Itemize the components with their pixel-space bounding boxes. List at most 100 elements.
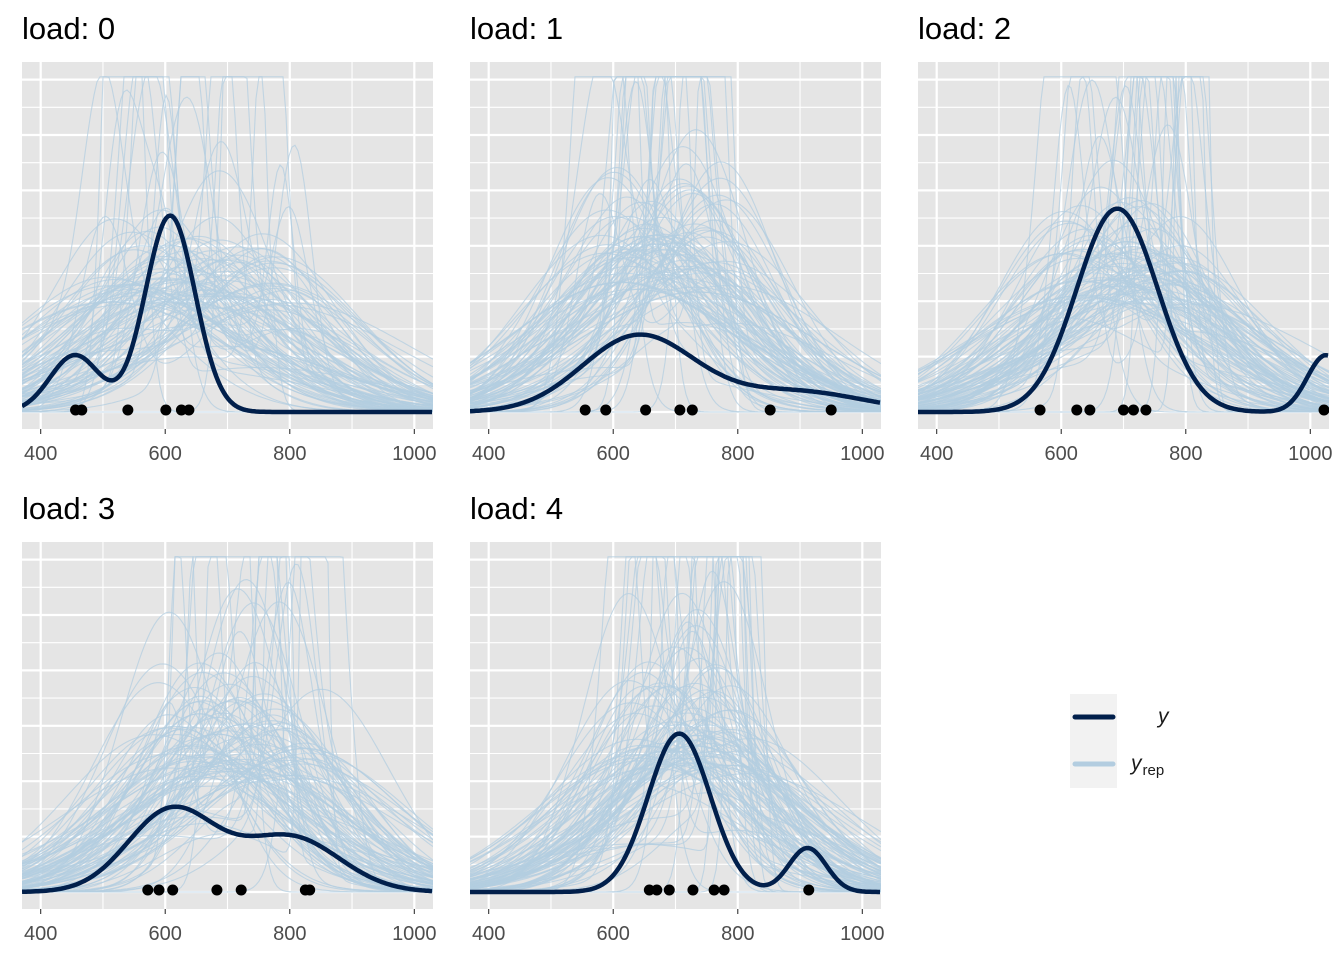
observed-point [708,884,720,896]
observed-point [687,884,699,896]
yrep-density-line [22,734,433,889]
observed-point [803,884,815,896]
yrep-density-line [470,268,881,399]
yrep-density-line [22,293,433,405]
observed-point [825,404,837,416]
x-tick-label: 400 [920,443,953,465]
yrep-density-line [918,225,1329,411]
yrep-density-line [918,251,1329,407]
legend-key-background [1070,694,1117,788]
yrep-density-line [918,252,1329,412]
yrep-density-line [22,164,433,407]
yrep-density-line [470,750,881,889]
x-tick-label: 1000 [1288,443,1333,465]
yrep-density-line [470,261,881,400]
yrep-density-line [22,283,433,403]
facet-title: load: 3 [22,491,115,526]
x-tick-label: 400 [24,923,57,945]
observed-point [1071,404,1083,416]
yrep-density-line [470,257,881,397]
yrep-density-line [22,686,433,893]
observed-point [1034,404,1046,416]
yrep-density-line [22,275,433,402]
yrep-density-line [470,287,881,397]
x-tick-label: 800 [721,923,754,945]
yrep-density-line [918,199,1329,413]
yrep-density-line [470,657,881,892]
yrep-density-line [22,307,433,395]
yrep-density-line [22,701,433,885]
yrep-density-line [470,736,881,888]
observed-point [167,884,179,896]
yrep-density-line [470,265,881,402]
yrep-density-line [470,735,881,878]
yrep-density-line [22,746,433,888]
x-tick-label: 600 [149,923,182,945]
yrep-density-line [22,280,433,412]
y-density-line [22,213,433,415]
yrep-density-line [470,755,881,884]
yrep-density-line [22,246,433,407]
yrep-density-line [470,556,881,892]
observed-point [142,884,154,896]
yrep-density-line [470,556,881,883]
yrep-density-line [918,84,1329,411]
yrep-density-line [470,252,881,411]
observed-point [651,884,663,896]
yrep-density-line [22,76,433,406]
yrep-density-line [22,675,433,893]
yrep-density-line [918,250,1329,402]
yrep-density-line [470,556,881,893]
yrep-density-line [470,234,881,408]
observed-point [600,404,612,416]
yrep-density-line [22,261,433,399]
observed-point [76,404,88,416]
yrep-density-line [470,667,881,892]
yrep-density-line [470,223,881,409]
plot-area [470,76,881,416]
y-density-line [918,206,1329,415]
yrep-density-line [470,556,881,887]
yrep-density-line [22,747,433,879]
yrep-density-line [918,76,1329,406]
yrep-density-line [22,151,433,405]
observed-point [153,884,165,896]
facet-title: load: 1 [470,11,563,46]
yrep-density-line [470,76,881,411]
x-tick-label: 1000 [840,443,885,465]
yrep-density-line [470,243,881,400]
plot-area [918,75,1329,416]
x-tick-label: 1000 [840,923,885,945]
y-density-line [470,332,881,414]
observed-point [1140,404,1152,416]
x-tick-label: 800 [721,443,754,465]
yrep-density-line [22,611,433,893]
yrep-density-line [470,728,881,892]
observed-point [160,404,172,416]
yrep-density-line [470,219,881,405]
legend: y yrep [1070,694,1170,788]
yrep-density-line [470,242,881,406]
yrep-density-line [470,178,881,412]
yrep-density-line [918,76,1329,409]
x-tick-label: 800 [273,923,306,945]
yrep-density-line [918,76,1329,411]
yrep-density-line [470,272,881,407]
observed-point [1118,404,1129,416]
yrep-density-line [22,141,433,402]
yrep-density-line [22,215,433,412]
yrep-density-line [22,756,433,883]
x-tick-label: 600 [597,923,630,945]
legend-label-yrep: yrep [1129,752,1164,779]
yrep-density-line [470,76,881,413]
yrep-density-line [470,229,881,407]
plot-area [22,556,433,896]
x-tick-label: 600 [149,443,182,465]
yrep-density-line [22,601,433,893]
observed-point [1127,404,1139,416]
x-tick-label: 1000 [392,443,437,465]
yrep-density-line [22,170,433,413]
observed-point [211,884,223,896]
observed-point [1084,404,1096,416]
